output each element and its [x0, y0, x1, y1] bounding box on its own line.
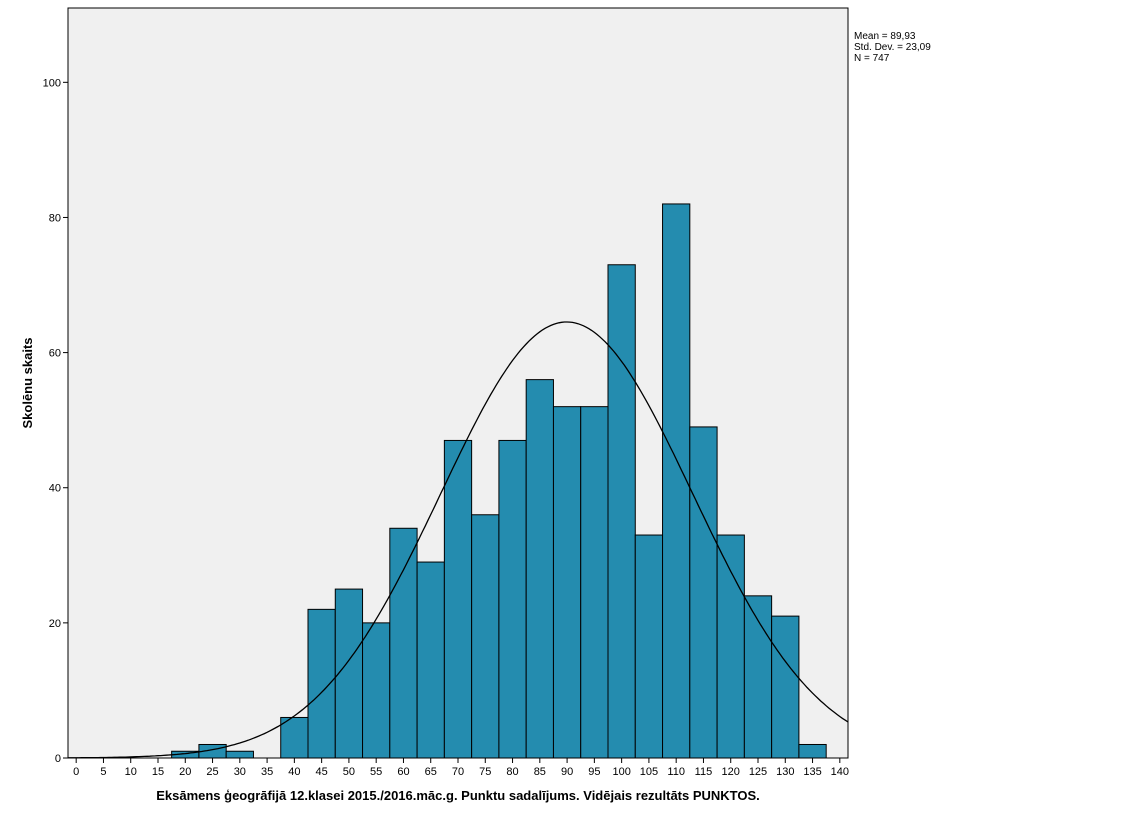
histogram-bar: [580, 406, 609, 759]
x-tick-label: 95: [588, 766, 600, 778]
x-tick-label: 110: [667, 766, 685, 778]
x-tick-label: 10: [125, 766, 137, 778]
histogram-bar: [443, 439, 473, 759]
histogram-bar: [389, 527, 418, 759]
x-tick-label: 30: [234, 766, 246, 778]
histogram-bar: [771, 615, 800, 759]
histogram-bar: [471, 514, 500, 759]
x-tick-label: 40: [288, 766, 300, 778]
x-tick-label: 45: [316, 766, 328, 778]
x-tick-label: 50: [343, 766, 355, 778]
x-tick-label: 120: [722, 766, 740, 778]
stat-std-dev: Std. Dev. = 23,09: [854, 42, 931, 53]
x-tick-label: 20: [179, 766, 191, 778]
x-tick-label: 15: [152, 766, 164, 778]
histogram-bar: [798, 743, 827, 759]
histogram-bar: [662, 203, 691, 759]
x-tick-label: 70: [452, 766, 464, 778]
histogram-bar: [689, 426, 718, 759]
y-tick-label: 40: [49, 483, 61, 495]
histogram-bar: [607, 264, 636, 759]
x-tick-label: 85: [534, 766, 546, 778]
x-tick-label: 55: [370, 766, 382, 778]
x-tick-label: 125: [749, 766, 767, 778]
histogram-bar: [280, 716, 309, 759]
x-tick-label: 35: [261, 766, 273, 778]
histogram-bar: [552, 406, 582, 759]
x-tick-label: 0: [73, 766, 79, 778]
y-tick-label: 80: [49, 212, 61, 224]
y-tick-label: 60: [49, 348, 61, 360]
x-tick-label: 75: [479, 766, 491, 778]
x-tick-label: 135: [803, 766, 821, 778]
normal-curve: [68, 321, 849, 759]
x-axis-label: Eksāmens ģeogrāfijā 12.klasei 2015./2016…: [156, 788, 760, 803]
histogram-bar: [498, 439, 527, 759]
histogram-bar: [225, 750, 254, 759]
stat-mean: Mean = 89,93: [854, 31, 916, 42]
histogram-bar: [716, 534, 745, 759]
histogram-bar: [416, 561, 445, 759]
x-tick-label: 60: [397, 766, 409, 778]
x-tick-label: 80: [506, 766, 518, 778]
x-tick-label: 130: [776, 766, 794, 778]
y-tick-label: 0: [55, 753, 61, 765]
histogram-bar: [334, 588, 364, 759]
histogram-bar: [362, 622, 391, 759]
x-tick-label: 140: [831, 766, 849, 778]
x-tick-label: 5: [100, 766, 106, 778]
x-tick-label: 25: [206, 766, 218, 778]
y-tick-label: 20: [49, 618, 61, 630]
x-tick-label: 100: [612, 766, 630, 778]
histogram-bar: [307, 608, 336, 759]
stat-n: N = 747: [854, 53, 890, 64]
histogram-bar: [525, 379, 554, 759]
x-tick-label: 115: [695, 766, 713, 778]
histogram-bar: [634, 534, 664, 759]
x-tick-label: 65: [425, 766, 437, 778]
y-tick-label: 100: [43, 77, 61, 89]
x-tick-label: 105: [640, 766, 658, 778]
y-axis-label: Skolēnu skaits: [20, 337, 35, 428]
x-tick-label: 90: [561, 766, 573, 778]
